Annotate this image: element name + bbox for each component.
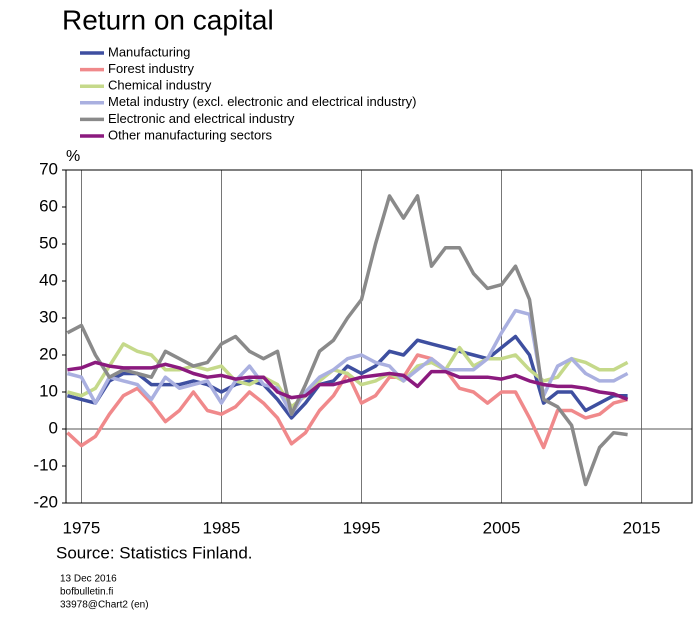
plot-frame — [65, 169, 693, 504]
y-axis-label: % — [66, 148, 80, 165]
legend-label: Chemical industry — [108, 78, 212, 93]
y-tick-label: 40 — [39, 270, 58, 289]
annotation: 33978@Chart2 (en) — [60, 600, 149, 611]
legend-label: Manufacturing — [108, 44, 190, 59]
x-tick-label: 2005 — [483, 518, 521, 537]
y-tick-label: 30 — [39, 307, 58, 326]
annotation: 13 Dec 2016 — [60, 574, 117, 585]
y-tick-label: 20 — [39, 344, 58, 363]
y-tick-label: 60 — [39, 196, 58, 215]
legend-label: Other manufacturing sectors — [108, 127, 273, 142]
source: Source: Statistics Finland. — [56, 543, 253, 562]
y-tick-label: 10 — [39, 381, 58, 400]
y-tick-label: 70 — [39, 159, 58, 178]
y-tick-label: 50 — [39, 233, 58, 252]
y-tick-label: -20 — [33, 492, 58, 511]
legend-label: Forest industry — [108, 61, 194, 76]
x-tick-label: 1975 — [62, 518, 100, 537]
chart-title: Return on capital — [62, 4, 274, 35]
x-tick-label: 1985 — [203, 518, 241, 537]
y-tick-label: 0 — [49, 418, 58, 437]
legend-label: Electronic and electrical industry — [108, 111, 295, 126]
x-tick-label: 2015 — [623, 518, 661, 537]
annotation: bofbulletin.fi — [60, 587, 113, 598]
x-tick-label: 1995 — [343, 518, 381, 537]
line-series — [67, 360, 629, 402]
y-tick-label: -10 — [33, 455, 58, 474]
line-series — [66, 194, 628, 487]
legend-label: Metal industry (excl. electronic and ele… — [108, 94, 417, 109]
